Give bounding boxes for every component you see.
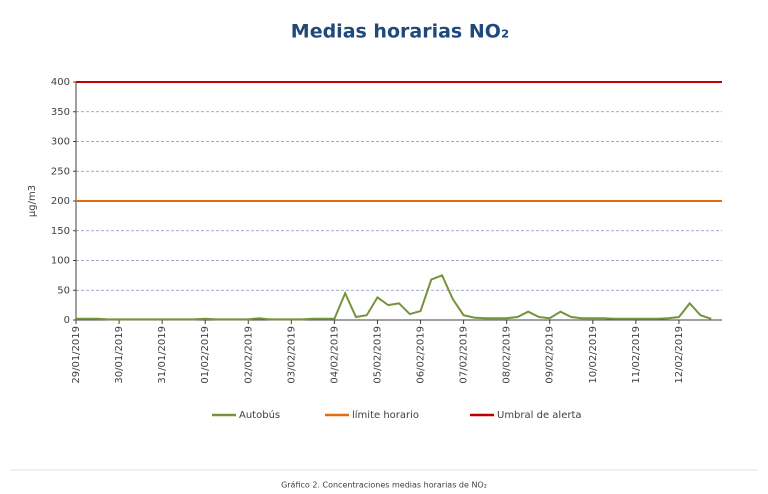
x-tick-label: 12/02/2019 bbox=[674, 326, 685, 384]
legend-label: Umbral de alerta bbox=[497, 410, 582, 421]
x-tick-label: 30/01/2019 bbox=[114, 326, 125, 384]
x-tick-label: 09/02/2019 bbox=[545, 326, 556, 384]
x-tick-label: 05/02/2019 bbox=[372, 326, 383, 384]
y-axis-label: µg/m3 bbox=[27, 185, 38, 217]
legend-label: límite horario bbox=[352, 409, 419, 421]
y-tick-label: 400 bbox=[51, 77, 70, 88]
x-tick-label: 31/01/2019 bbox=[157, 326, 168, 384]
y-tick-label: 350 bbox=[51, 107, 70, 118]
y-tick-label: 50 bbox=[57, 285, 70, 296]
y-tick-label: 100 bbox=[51, 256, 70, 267]
caption: Gráfico 2. Concentraciones medias horari… bbox=[281, 481, 487, 490]
y-tick-label: 0 bbox=[64, 315, 70, 326]
chart-title: Medias horarias NO₂ bbox=[291, 21, 509, 43]
x-tick-label: 02/02/2019 bbox=[243, 326, 254, 384]
x-tick-label: 11/02/2019 bbox=[631, 326, 642, 384]
x-tick-label: 03/02/2019 bbox=[286, 326, 297, 384]
x-tick-label: 04/02/2019 bbox=[329, 326, 340, 384]
x-tick-label: 29/01/2019 bbox=[71, 326, 82, 384]
x-tick-label: 08/02/2019 bbox=[502, 326, 513, 384]
data-line bbox=[76, 274, 712, 321]
x-tick-label: 07/02/2019 bbox=[459, 326, 470, 384]
y-tick-label: 200 bbox=[51, 196, 70, 207]
y-tick-label: 250 bbox=[51, 166, 70, 177]
y-tick-label: 300 bbox=[51, 137, 70, 148]
y-tick-label: 150 bbox=[51, 226, 70, 237]
x-tick-label: 06/02/2019 bbox=[416, 326, 427, 384]
x-tick-label: 10/02/2019 bbox=[588, 326, 599, 384]
legend-label: Autobús bbox=[239, 409, 280, 421]
x-tick-label: 01/02/2019 bbox=[200, 326, 211, 384]
